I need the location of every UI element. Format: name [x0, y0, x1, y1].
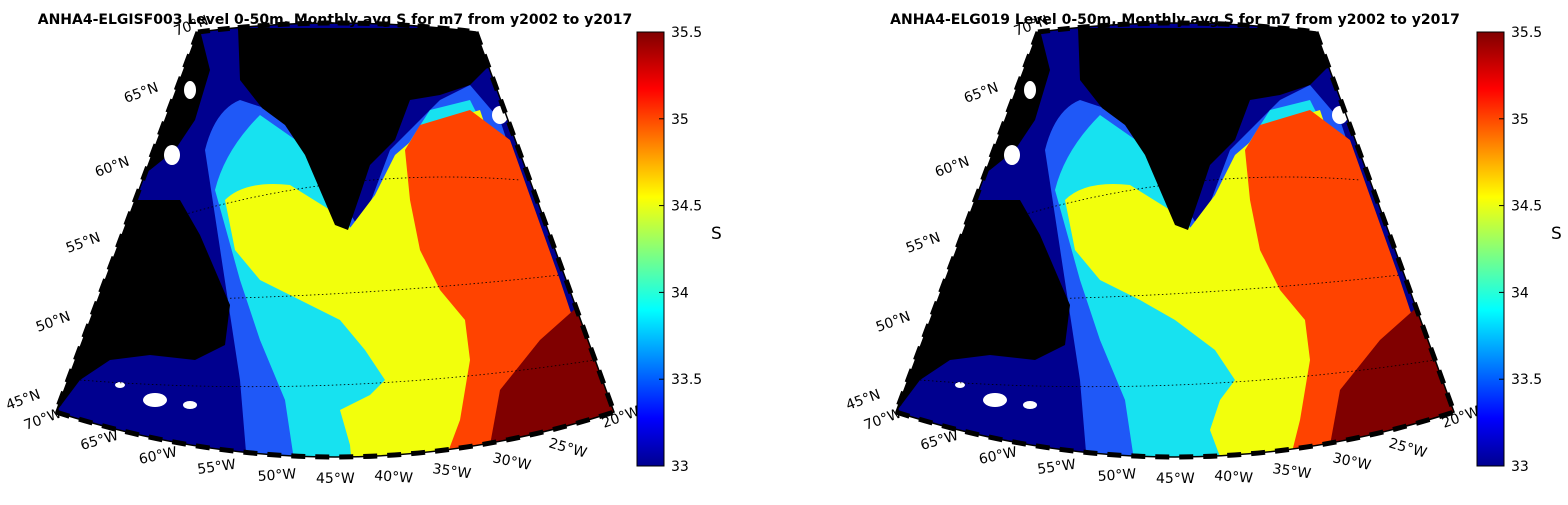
lon-label: 25°W	[1387, 435, 1429, 461]
lat-label: 50°N	[874, 309, 913, 336]
lat-label: 45°N	[844, 387, 883, 414]
lon-label: 25°W	[547, 435, 589, 461]
lat-label: 65°N	[962, 80, 1001, 107]
colorbar-tick-label: 34.5	[1511, 199, 1542, 215]
colorbar-tick-label: 35.5	[671, 25, 702, 41]
lon-label: 35°W	[1271, 461, 1312, 482]
colorbar-tick-label: 35.5	[1511, 25, 1542, 41]
colorbar-gradient	[636, 31, 665, 467]
lat-label: 50°N	[34, 309, 73, 336]
colorbar-tick-label: 34.5	[671, 199, 702, 215]
colorbar-gradient	[1476, 31, 1505, 467]
colorbar-1: 33 33.5 34 34.5 35 35.5 S	[636, 25, 722, 475]
lon-label: 45°W	[1156, 471, 1195, 487]
map-panel-1: ANHA4-ELGISF003 Level 0-50m, Monthly avg…	[4, 12, 722, 487]
lon-label: 50°W	[1097, 466, 1137, 485]
lat-label: 55°N	[64, 230, 103, 257]
colorbar-tick-label: 35	[1511, 112, 1529, 128]
colorbar-tick-label: 33.5	[671, 372, 702, 388]
lon-label: 65°W	[919, 428, 961, 454]
colorbar-tick-label: 35	[671, 112, 689, 128]
colorbar-label: S	[1551, 224, 1562, 244]
colorbar-tick-label: 33	[1511, 459, 1529, 475]
colorbar-tick-label: 33.5	[1511, 372, 1542, 388]
lat-label: 60°N	[933, 154, 972, 181]
colorbar-2: 33 33.5 34 34.5 35 35.5 S	[1476, 25, 1562, 475]
lat-label: 45°N	[4, 387, 43, 414]
lon-label: 45°W	[316, 471, 355, 487]
lon-label: 55°W	[1036, 457, 1077, 478]
map-title-2: ANHA4-ELG019 Level 0-50m, Monthly avg S …	[890, 12, 1460, 28]
lon-label: 30°W	[1331, 450, 1372, 474]
lon-label: 65°W	[79, 428, 121, 454]
lat-label: 60°N	[93, 154, 132, 181]
lon-label: 35°W	[431, 461, 472, 482]
lon-label: 40°W	[1214, 468, 1254, 487]
lon-label: 60°W	[138, 444, 179, 468]
colorbar-tick-label: 34	[671, 285, 689, 301]
lon-label: 70°W	[22, 405, 64, 433]
lon-label: 30°W	[491, 450, 532, 474]
lon-label: 40°W	[374, 468, 414, 487]
map-panel-2: ANHA4-ELG019 Level 0-50m, Monthly avg S …	[844, 12, 1562, 487]
lat-label: 55°N	[904, 230, 943, 257]
lat-label: 65°N	[122, 80, 161, 107]
lon-label: 50°W	[257, 466, 297, 485]
lon-label: 60°W	[978, 444, 1019, 468]
colorbar-label: S	[711, 224, 722, 244]
map-title-1: ANHA4-ELGISF003 Level 0-50m, Monthly avg…	[38, 12, 633, 28]
colorbar-tick-label: 33	[671, 459, 689, 475]
lon-label: 55°W	[196, 457, 237, 478]
lon-label: 70°W	[862, 405, 904, 433]
colorbar-tick-label: 34	[1511, 285, 1529, 301]
